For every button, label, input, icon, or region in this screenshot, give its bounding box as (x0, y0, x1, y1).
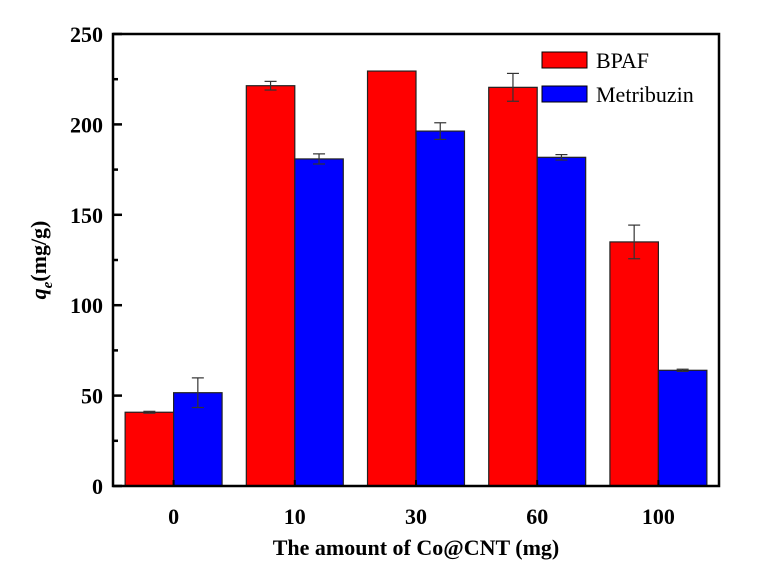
legend-label-bpaf: BPAF (596, 48, 649, 73)
y-tick-label: 250 (70, 22, 103, 47)
y-tick-label: 50 (81, 384, 103, 409)
x-tick-label: 30 (405, 504, 427, 529)
error-bars-layer (143, 72, 689, 414)
bar-bpaf-30 (366, 70, 417, 487)
error-bar-bpaf-60 (506, 72, 519, 102)
x-tick-label: 0 (168, 504, 179, 529)
bar-bpaf-60 (488, 86, 538, 487)
error-bar-bpaf-0 (143, 410, 156, 414)
x-tick-label: 60 (526, 504, 548, 529)
bar-bpaf-0 (124, 411, 175, 487)
bar-metribuzin-100 (657, 369, 708, 487)
error-bar-metribuzin-100 (676, 368, 689, 372)
y-ticks-layer: 0 50 100 150 200 250 (70, 22, 122, 499)
x-tick-label: 100 (642, 504, 675, 529)
svg-text:qe(mg/g): qe(mg/g) (26, 221, 56, 300)
x-ticks-layer: 0 10 30 60 100 (168, 480, 675, 529)
bar-metribuzin-10 (294, 158, 344, 487)
x-tick-label: 10 (284, 504, 306, 529)
error-bar-metribuzin-60 (555, 153, 568, 161)
y-tick-label: 200 (70, 112, 103, 137)
y-tick-label: 150 (70, 203, 103, 228)
x-axis-title: The amount of Co@CNT (mg) (273, 535, 560, 560)
bar-bpaf-100 (609, 241, 659, 487)
error-bar-bpaf-100 (628, 224, 641, 260)
bars-layer (124, 70, 708, 487)
bar-metribuzin-30 (415, 130, 466, 487)
bar-metribuzin-60 (536, 156, 587, 487)
legend: BPAF Metribuzin (541, 48, 694, 107)
y-axis-symbol: q (26, 288, 51, 299)
y-tick-label: 100 (70, 293, 103, 318)
error-bar-metribuzin-0 (191, 377, 204, 409)
y-axis-subscript: e (40, 281, 56, 288)
y-axis-unit: (mg/g) (26, 221, 51, 282)
y-axis-title: qe(mg/g) (26, 221, 56, 300)
bar-metribuzin-0 (173, 392, 223, 487)
error-bar-bpaf-10 (264, 80, 277, 91)
legend-label-metribuzin: Metribuzin (596, 82, 694, 107)
legend-swatch-bpaf (541, 51, 588, 69)
bar-bpaf-10 (245, 85, 296, 487)
error-bar-metribuzin-30 (434, 122, 447, 141)
y-tick-label: 0 (92, 474, 103, 499)
error-bar-metribuzin-10 (313, 153, 326, 165)
legend-swatch-metribuzin (541, 85, 588, 103)
